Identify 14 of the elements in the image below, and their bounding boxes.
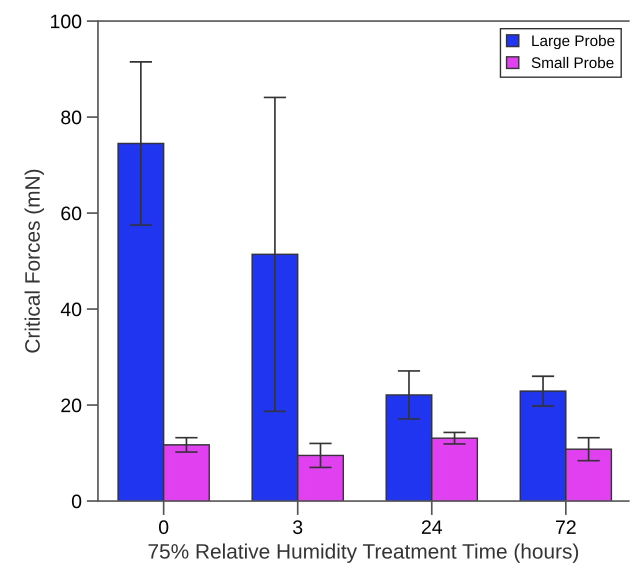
legend-label: Large Probe (532, 34, 614, 50)
y-axis-title: Critical Forces (mN) (24, 170, 44, 353)
x-tick-label: 24 (422, 520, 442, 534)
x-tick-label: 72 (556, 520, 576, 534)
x-tick-label: 0 (159, 520, 168, 534)
y-tick-label: 40 (60, 302, 82, 316)
y-tick-label: 20 (61, 398, 82, 412)
y-tick-label: 80 (61, 110, 82, 124)
x-tick-label: 3 (293, 520, 302, 534)
y-tick-label: 60 (61, 206, 82, 220)
legend-label: Small Probe (532, 56, 614, 68)
y-tick-label: 0 (72, 494, 82, 508)
y-tick-label: 100 (51, 14, 82, 28)
x-axis-title: 75% Relative Humidity Treatment Time (hours) (148, 543, 578, 563)
